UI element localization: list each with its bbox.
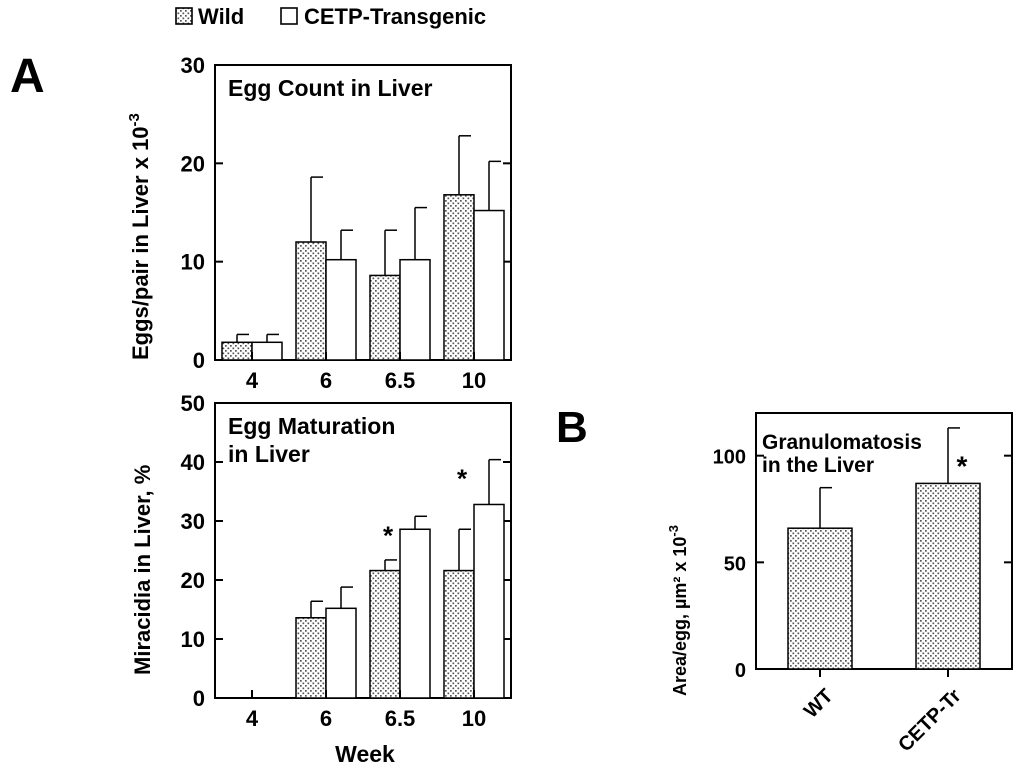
egg-maturation-chart: Egg Maturation in Liver 0 10 20 30 40 50 4 6 6.… bbox=[130, 391, 512, 767]
y-axis-label: Area/egg, µm² x 10-3 bbox=[666, 525, 690, 696]
bar-wild bbox=[443, 569, 475, 699]
bar-cetp bbox=[473, 209, 505, 361]
x-tick-label: WT bbox=[800, 685, 838, 723]
legend-label-wild: Wild bbox=[198, 4, 244, 29]
y-axis-label: Eggs/pair in Liver x 10-3 bbox=[126, 113, 153, 360]
x-tick-label: 10 bbox=[462, 368, 486, 393]
bar-wild bbox=[221, 341, 253, 361]
y-tick-label: 0 bbox=[193, 348, 205, 373]
y-tick-label: 20 bbox=[181, 151, 205, 176]
y-tick-label: 20 bbox=[181, 568, 205, 593]
chart-title-line2: in Liver bbox=[228, 441, 310, 467]
y-tick-label: 30 bbox=[181, 53, 205, 78]
y-axis: 0 50 100 bbox=[713, 447, 1012, 682]
y-tick-label: 10 bbox=[181, 250, 205, 275]
y-axis: 0 10 20 30 40 50 bbox=[181, 391, 511, 711]
chart-title: Egg Maturation bbox=[228, 413, 395, 439]
x-tick-label: CETP-Tr bbox=[894, 685, 965, 756]
x-axis-label: Week bbox=[335, 741, 395, 767]
legend-swatch-wild bbox=[175, 7, 193, 25]
y-axis: 0 10 20 30 bbox=[181, 53, 511, 373]
bar-cetp bbox=[325, 258, 357, 361]
significance-star: * bbox=[383, 520, 394, 550]
bar-wild bbox=[443, 194, 475, 361]
legend: Wild CETP-Transgenic bbox=[175, 4, 486, 29]
x-axis: 4 6 6.5 10 bbox=[246, 690, 486, 731]
y-tick-label: 0 bbox=[193, 686, 205, 711]
x-tick-label: 6 bbox=[320, 368, 332, 393]
y-axis-label: Miracidia in Liver, % bbox=[130, 465, 155, 675]
y-tick-label: 100 bbox=[713, 447, 746, 469]
x-tick-label: 6 bbox=[320, 706, 332, 731]
bar-wild bbox=[369, 274, 401, 361]
chart-title: Granulomatosis bbox=[762, 431, 922, 454]
significance-marks: * bbox=[957, 450, 968, 481]
panel-label-a: A bbox=[10, 50, 45, 103]
plot-frame bbox=[214, 402, 512, 699]
significance-marks: ** bbox=[383, 464, 468, 551]
bars bbox=[221, 135, 505, 361]
egg-count-chart: Egg Count in Liver 0 10 20 30 4 6 6.5 10 Eggs/… bbox=[126, 53, 512, 393]
significance-star: * bbox=[957, 450, 968, 481]
x-tick-label: 4 bbox=[246, 706, 259, 731]
y-tick-label: 50 bbox=[724, 553, 746, 575]
bar-wild bbox=[295, 617, 327, 699]
legend-label-cetp: CETP-Transgenic bbox=[304, 4, 486, 29]
bar-cetp bbox=[251, 341, 283, 361]
bar bbox=[915, 482, 981, 670]
bar-cetp bbox=[399, 528, 431, 699]
y-tick-label: 30 bbox=[181, 509, 205, 534]
granulomatosis-chart: Granulomatosis in the Liver 0 50 100 WT CET… bbox=[666, 412, 1013, 756]
chart-title-line2: in the Liver bbox=[762, 454, 874, 477]
panel-label-b: B bbox=[556, 403, 588, 452]
bar-cetp bbox=[325, 607, 357, 699]
x-tick-label: 10 bbox=[462, 706, 486, 731]
bar bbox=[787, 527, 853, 670]
y-tick-label: 50 bbox=[181, 391, 205, 416]
y-tick-label: 40 bbox=[181, 450, 205, 475]
bar-cetp bbox=[473, 503, 505, 699]
legend-swatch-cetp bbox=[280, 7, 298, 25]
bars bbox=[295, 458, 505, 699]
plot-frame bbox=[755, 412, 1013, 670]
bars bbox=[787, 427, 981, 670]
x-axis: WT CETP-Tr bbox=[800, 669, 966, 756]
bar-wild bbox=[369, 569, 401, 699]
bar-wild bbox=[295, 241, 327, 361]
x-tick-label: 4 bbox=[246, 368, 259, 393]
significance-star: * bbox=[457, 464, 468, 494]
y-tick-label: 10 bbox=[181, 627, 205, 652]
plot-frame bbox=[214, 64, 512, 361]
y-tick-label: 0 bbox=[735, 660, 746, 682]
x-tick-label: 6.5 bbox=[385, 706, 416, 731]
bar-cetp bbox=[399, 258, 431, 361]
chart-title: Egg Count in Liver bbox=[228, 75, 432, 101]
x-axis: 4 6 6.5 10 bbox=[246, 352, 486, 393]
x-tick-label: 6.5 bbox=[385, 368, 416, 393]
